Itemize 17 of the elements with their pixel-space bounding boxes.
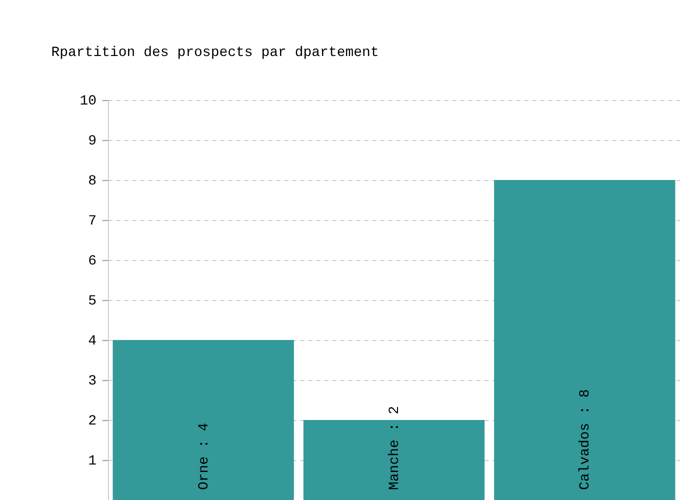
data-label: Manche : 2 [387,406,403,490]
chart-title: Rpartition des prospects par dpartement [51,45,379,61]
data-label: Calvados : 8 [578,389,594,490]
y-tick-label: 10 [80,94,96,110]
y-tick-label: 3 [88,374,96,390]
y-tick-label: 6 [88,254,96,270]
y-tick-label: 2 [88,414,96,430]
data-label: Orne : 4 [196,422,212,490]
y-tick-label: 4 [88,334,96,350]
bar [494,180,676,500]
y-tick-label: 1 [88,454,96,470]
y-tick-label: 7 [88,214,96,230]
y-tick-label: 8 [88,174,96,190]
y-tick-label: 5 [88,294,96,310]
y-tick-label: 9 [88,134,96,150]
bar [112,340,294,500]
bar [303,420,485,500]
